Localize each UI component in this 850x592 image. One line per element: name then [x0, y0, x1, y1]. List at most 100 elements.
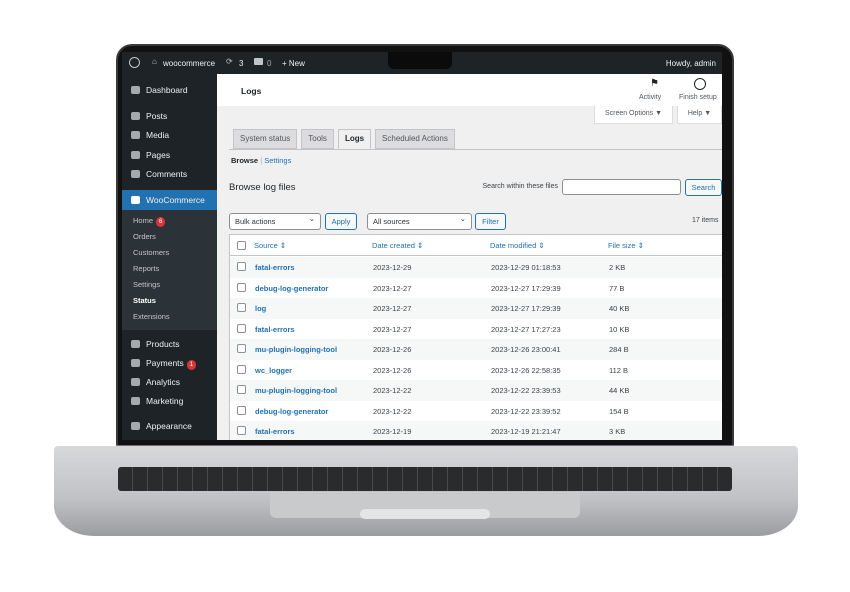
date-created: 2023-12-27	[373, 304, 412, 313]
date-modified: 2023-12-19 21:21:47	[491, 427, 561, 436]
table-body: fatal-errors 2023-12-29 2023-12-29 01:18…	[230, 257, 722, 440]
source-link[interactable]: wc_logger	[255, 365, 293, 375]
dashboard-icon	[131, 86, 140, 94]
source-link[interactable]: fatal-errors	[255, 427, 295, 436]
file-size: 112 B	[609, 365, 629, 375]
sidebar-item-dashboard[interactable]: Dashboard	[122, 80, 217, 100]
row-checkbox[interactable]	[237, 385, 246, 394]
table-row: mu-plugin-logging-tool 2023-12-22 2023-1…	[230, 380, 722, 401]
payments-icon	[131, 359, 140, 367]
laptop-base	[54, 446, 798, 536]
col-file-size[interactable]: File size ⇕	[608, 241, 644, 250]
updates-count[interactable]: 3	[239, 59, 244, 68]
tab-logs[interactable]: Logs	[337, 129, 372, 149]
table-row: wc_logger 2023-12-26 2023-12-26 22:58:35…	[230, 360, 722, 381]
activity-button[interactable]: Activity	[639, 94, 662, 101]
row-checkbox[interactable]	[237, 323, 246, 333]
flag-icon: ⚑	[650, 78, 659, 89]
date-modified: 2023-12-29 01:18:53	[491, 263, 561, 272]
submenu-reports[interactable]: Reports	[133, 264, 160, 273]
file-size: 77 B	[609, 283, 625, 293]
pages-icon	[131, 151, 140, 159]
woocommerce-submenu: Home 6 Orders Customers Reports Settings …	[122, 210, 217, 330]
help-button[interactable]: Help ▼	[677, 106, 722, 124]
source-link[interactable]: mu-plugin-logging-tool	[255, 386, 338, 395]
apply-button[interactable]: Apply	[325, 213, 357, 230]
media-icon	[131, 131, 140, 139]
screen-options-button[interactable]: Screen Options ▼	[594, 106, 673, 124]
progress-circle-icon	[694, 78, 706, 90]
file-size: 284 B	[609, 345, 629, 354]
select-all-checkbox[interactable]	[237, 241, 246, 250]
sidebar-item-appearance[interactable]: Appearance	[122, 416, 217, 436]
wordpress-logo-icon[interactable]	[129, 57, 140, 68]
row-checkbox[interactable]	[237, 426, 246, 435]
date-modified: 2023-12-27 17:27:23	[491, 324, 561, 334]
browse-link[interactable]: Browse	[231, 156, 259, 165]
comment-icon	[131, 170, 140, 178]
date-created: 2023-12-27	[373, 283, 412, 293]
source-link[interactable]: log	[255, 304, 267, 313]
sidebar-item-products[interactable]: Products	[122, 334, 217, 354]
row-checkbox[interactable]	[237, 344, 246, 353]
source-link[interactable]: debug-log-generator	[255, 406, 329, 416]
sources-select[interactable]: All sources	[367, 211, 472, 230]
sidebar-item-posts[interactable]: Posts	[122, 106, 217, 126]
tab-scheduled-actions[interactable]: Scheduled Actions	[375, 129, 455, 149]
search-input[interactable]	[562, 179, 681, 195]
megaphone-icon	[131, 397, 140, 405]
row-checkbox[interactable]	[237, 262, 246, 271]
analytics-icon	[131, 378, 140, 386]
submenu-customers[interactable]: Customers	[133, 248, 170, 257]
table-row: debug-log-generator 2023-12-27 2023-12-2…	[230, 278, 722, 299]
submenu-settings[interactable]: Settings	[133, 280, 161, 289]
separator: |	[260, 156, 263, 165]
sidebar: Dashboard Posts Media Pages Comments Woo…	[122, 74, 217, 440]
howdy-admin[interactable]: Howdy, admin	[665, 59, 716, 68]
sidebar-item-pages[interactable]: Pages	[122, 145, 217, 165]
products-icon	[131, 340, 140, 348]
file-size: 3 KB	[609, 427, 626, 436]
new-button[interactable]: + New	[282, 59, 305, 68]
sidebar-item-media[interactable]: Media	[122, 125, 217, 145]
row-checkbox[interactable]	[237, 405, 246, 415]
log-files-table: Source ⇕ Date created ⇕ Date modified ⇕ …	[229, 234, 722, 440]
row-checkbox[interactable]	[237, 364, 246, 374]
col-date-created[interactable]: Date created ⇕	[372, 241, 424, 250]
source-link[interactable]: mu-plugin-logging-tool	[255, 345, 338, 354]
sidebar-item-comments[interactable]: Comments	[122, 164, 217, 184]
items-count: 17 items	[692, 217, 719, 224]
date-modified: 2023-12-26 22:58:35	[491, 365, 561, 375]
date-created: 2023-12-22	[373, 406, 412, 416]
settings-link[interactable]: Settings	[264, 156, 292, 165]
comments-count[interactable]: 0	[267, 59, 272, 68]
submenu-orders[interactable]: Orders	[133, 232, 156, 241]
row-checkbox[interactable]	[237, 282, 246, 292]
col-date-modified[interactable]: Date modified ⇕	[490, 241, 545, 250]
sidebar-item-marketing[interactable]: Marketing	[122, 391, 217, 411]
table-header: Source ⇕ Date created ⇕ Date modified ⇕ …	[230, 235, 722, 256]
sidebar-item-payments[interactable]: Payments 1	[122, 353, 217, 373]
sidebar-item-woocommerce[interactable]: WooCommerce	[122, 190, 217, 210]
page-header: Logs ⚑ Activity Finish setup	[217, 74, 722, 106]
source-link[interactable]: fatal-errors	[255, 324, 295, 334]
col-source[interactable]: Source ⇕	[254, 241, 287, 250]
sidebar-item-analytics[interactable]: Analytics	[122, 372, 217, 392]
tab-system-status[interactable]: System status	[233, 129, 298, 149]
submenu-status[interactable]: Status	[133, 296, 156, 305]
tab-tools[interactable]: Tools	[301, 129, 334, 149]
row-checkbox[interactable]	[237, 303, 246, 312]
bulk-actions-select[interactable]: Bulk actions	[229, 211, 321, 230]
finish-setup-button[interactable]: Finish setup	[679, 94, 717, 101]
source-link[interactable]: debug-log-generator	[255, 283, 329, 293]
home-icon: ⌂	[152, 57, 157, 66]
table-row: fatal-errors 2023-12-29 2023-12-29 01:18…	[230, 257, 722, 278]
search-button[interactable]: Search	[685, 179, 722, 196]
source-link[interactable]: fatal-errors	[255, 263, 295, 272]
site-link[interactable]: woocommerce	[163, 59, 216, 68]
submenu-home[interactable]: Home 6	[133, 216, 166, 227]
date-created: 2023-12-27	[373, 324, 412, 334]
filter-button[interactable]: Filter	[475, 213, 506, 230]
table-row: fatal-errors 2023-12-27 2023-12-27 17:27…	[230, 319, 722, 340]
submenu-extensions[interactable]: Extensions	[133, 312, 170, 321]
